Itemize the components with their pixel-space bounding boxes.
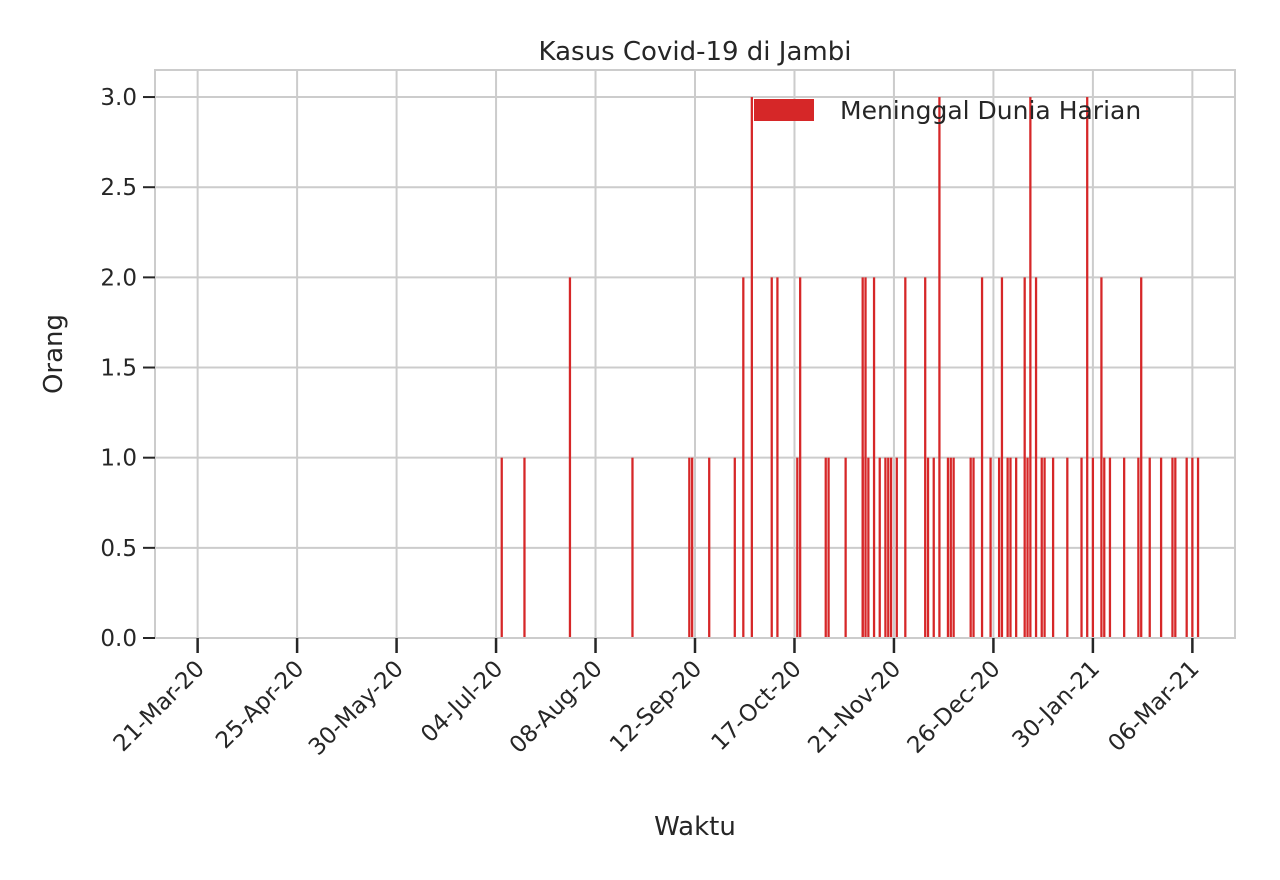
legend-swatch [754,99,814,121]
bar [1006,457,1009,638]
bar [864,277,867,638]
bar [1066,457,1069,638]
bar [1148,457,1151,638]
bar [1100,277,1103,638]
bar-series [500,97,1200,639]
bar [1140,277,1143,638]
bar [924,277,927,638]
y-tick-label: 1.0 [100,446,137,472]
bar [861,277,864,638]
x-tick-label: 30-Jan-21 [1008,656,1105,753]
bar [1026,457,1029,638]
x-tick-label: 17-Oct-20 [707,656,807,756]
bar [938,97,941,639]
bar [1000,277,1004,638]
chart-title: Kasus Covid-19 di Jambi [539,37,852,67]
bar [1023,277,1026,638]
bar [1137,457,1140,638]
bar [1034,277,1038,638]
bar [884,457,887,638]
legend-label: Meninggal Dunia Harian [840,96,1141,125]
bar [1043,457,1046,638]
bar [691,457,694,638]
bar [1091,457,1095,638]
bar [1009,457,1012,638]
bar [827,457,830,638]
bar [1051,457,1055,638]
bar [1191,457,1194,638]
bar [688,457,691,638]
x-tick-label: 25-Apr-20 [211,656,309,754]
bar [1015,457,1018,638]
x-axis-title: Waktu [654,812,736,842]
bar [867,457,870,638]
bar [824,457,827,638]
x-tick-label: 21-Mar-20 [109,656,210,757]
bar [949,457,952,638]
bar [972,457,975,638]
bar [523,457,526,638]
bar [799,277,802,638]
bar [889,457,893,638]
y-tick-label: 1.5 [100,356,137,382]
bar [932,457,935,638]
bar [742,277,745,638]
x-tick-label: 08-Aug-20 [505,656,608,759]
legend: Meninggal Dunia Harian [754,96,1141,125]
bar [878,457,881,638]
y-tick-label: 0.0 [100,626,137,652]
bar [997,457,1001,638]
bar [1040,457,1043,638]
bar [1029,97,1032,639]
bar [989,457,992,638]
bar [946,457,950,638]
bar [1159,457,1163,638]
bar [952,457,955,638]
y-axis-title: Orang [39,314,69,394]
x-tick-label: 30-May-20 [304,656,409,761]
bar [980,277,984,638]
bar [733,457,736,638]
bar [770,277,773,638]
grid [155,70,1235,639]
y-tick-label: 3.0 [100,85,137,111]
x-tick-label: 04-Jul-20 [416,656,508,748]
bar [904,277,907,638]
bar [1174,457,1177,638]
y-tick-label: 2.5 [100,175,137,201]
bar [568,277,572,638]
bar [1080,457,1083,638]
bar [844,457,847,638]
bar [631,457,634,638]
bar [796,457,799,638]
x-tick-label: 12-Sep-20 [605,656,707,758]
bar [926,457,930,638]
bar [500,457,503,638]
y-axis: 0.0 0.5 1.0 1.5 2.0 2.5 3.0 [100,85,155,652]
y-tick-label: 0.5 [100,536,137,562]
bar [1123,457,1126,638]
bar [708,457,711,638]
bar [1108,457,1112,638]
y-tick-label: 2.0 [100,265,137,291]
bar [1086,97,1089,639]
bar [895,457,898,638]
bar [1196,457,1200,638]
bar [1185,457,1188,638]
x-tick-label: 06-Mar-21 [1103,656,1204,757]
bar [776,277,779,638]
bar [969,457,972,638]
bar [1171,457,1174,638]
bar [887,457,890,638]
bar [872,277,876,638]
bar [750,97,753,639]
x-tick-label: 26-Dec-20 [903,656,1006,759]
bar [1103,457,1106,638]
x-tick-label: 21-Nov-20 [803,656,906,759]
